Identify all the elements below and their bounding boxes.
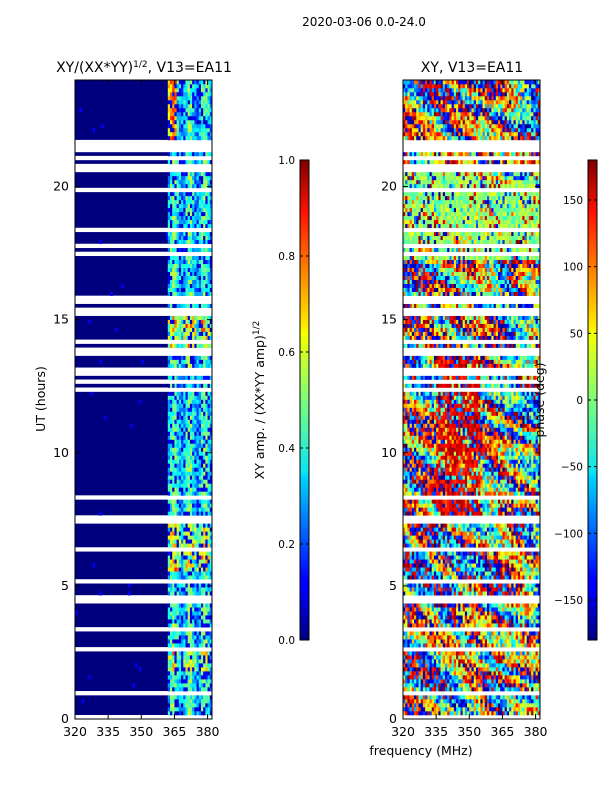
amplitude-colorbar-bar <box>299 159 310 641</box>
amplitude-panel-title: XY/(XX*YY)1/2, V13=EA11 <box>56 60 232 76</box>
colorbar-tick-label: 0.4 <box>278 443 295 455</box>
amplitude-colorbar: 0.0 0.2 0.4 0.6 0.8 1.0 XY amp. / (XX*YY amp)… <box>252 155 310 647</box>
phase-x-ticks: 320 335 350 365 380 <box>391 80 548 739</box>
y-tick-label: 0 <box>61 711 69 726</box>
amplitude-y-axis-label: UT (hours) <box>33 366 48 432</box>
y-tick-label: 20 <box>53 179 69 194</box>
phase-colorbar-label: phase (deg) <box>532 362 547 437</box>
colorbar-tick-label: 0.8 <box>278 251 295 263</box>
colorbar-tick-label: −100 <box>554 528 583 540</box>
y-tick-label: 10 <box>381 445 397 460</box>
phase-colorbar-ticks: −150 −100 −50 0 50 100 150 <box>554 195 597 607</box>
amplitude-panel: XY/(XX*YY)1/2, V13=EA11 320 335 350 365 380 … <box>33 60 232 739</box>
x-tick-label: 380 <box>524 724 548 739</box>
figure-suptitle: 2020-03-06 0.0-24.0 <box>302 15 426 29</box>
x-tick-label: 365 <box>163 724 187 739</box>
phase-heatmap <box>403 80 541 720</box>
x-tick-label: 365 <box>491 724 515 739</box>
x-tick-label: 335 <box>424 724 448 739</box>
phase-y-ticks: 0 5 10 15 20 <box>381 179 540 726</box>
phase-panel-title: XY, V13=EA11 <box>421 60 523 76</box>
x-tick-label: 380 <box>196 724 220 739</box>
colorbar-tick-label: 1.0 <box>278 155 295 167</box>
phase-colorbar: −150 −100 −50 0 50 100 150 phase (deg) <box>532 159 598 641</box>
x-tick-label: 335 <box>96 724 120 739</box>
y-tick-label: 15 <box>53 312 69 327</box>
amplitude-colorbar-ticks: 0.0 0.2 0.4 0.6 0.8 1.0 <box>278 155 309 647</box>
colorbar-tick-label: −50 <box>561 462 583 474</box>
colorbar-tick-label: 0.2 <box>278 539 295 551</box>
y-tick-label: 5 <box>389 578 397 593</box>
x-tick-label: 320 <box>63 724 87 739</box>
x-tick-label: 350 <box>457 724 481 739</box>
x-tick-label: 320 <box>391 724 415 739</box>
colorbar-tick-label: 100 <box>563 262 583 274</box>
frequency-axis-label: frequency (MHz) <box>369 743 472 758</box>
y-tick-label: 0 <box>389 711 397 726</box>
colorbar-tick-label: 0 <box>576 395 583 407</box>
phase-panel: XY, V13=EA11 320 335 350 365 380 0 5 10 15 20 fr… <box>369 60 547 758</box>
amplitude-plot-frame <box>74 79 213 720</box>
amplitude-heatmap <box>75 80 213 720</box>
y-tick-label: 10 <box>53 445 69 460</box>
y-tick-label: 20 <box>381 179 397 194</box>
x-tick-label: 350 <box>129 724 153 739</box>
amplitude-y-ticks: 0 5 10 15 20 <box>53 179 212 726</box>
y-tick-label: 5 <box>61 578 69 593</box>
colorbar-tick-label: 0.0 <box>278 635 295 647</box>
colorbar-tick-label: 50 <box>570 328 583 340</box>
colorbar-tick-label: −150 <box>554 595 583 607</box>
phase-plot-frame <box>402 79 541 720</box>
amplitude-colorbar-label: XY amp. / (XX*YY amp)1/2 <box>252 321 267 480</box>
amplitude-x-ticks: 320 335 350 365 380 <box>63 80 220 739</box>
colorbar-tick-label: 150 <box>563 195 583 207</box>
y-tick-label: 15 <box>381 312 397 327</box>
colorbar-tick-label: 0.6 <box>278 347 295 359</box>
